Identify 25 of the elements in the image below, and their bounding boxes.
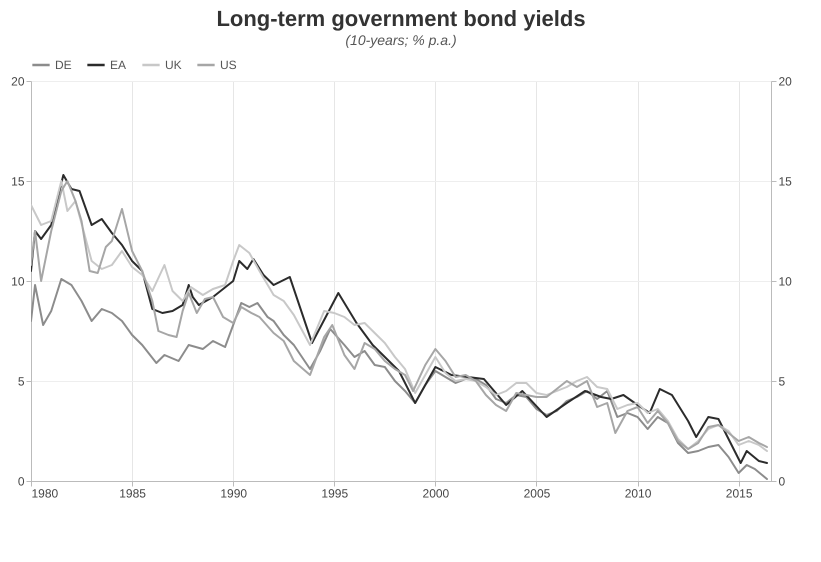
y2-tick-label: 20	[778, 74, 792, 88]
legend-label: DE	[55, 58, 72, 72]
y2-tick-label: 15	[778, 174, 792, 188]
x-tick-label: 2005	[524, 486, 551, 500]
chart-subtitle: (10-years; % p.a.)	[345, 32, 457, 48]
y-tick-label: 15	[11, 174, 25, 188]
x-tick-label: 1985	[119, 486, 146, 500]
x-tick-label: 1995	[321, 486, 348, 500]
y2-tick-label: 0	[778, 474, 786, 488]
x-tick-label: 1980	[32, 486, 59, 500]
x-tick-label: 1990	[220, 486, 248, 500]
chart-title: Long-term government bond yields	[216, 6, 586, 31]
legend-label: UK	[165, 58, 182, 72]
y2-tick-label: 10	[778, 274, 792, 288]
y-tick-label: 20	[11, 74, 25, 88]
legend-label: EA	[110, 58, 126, 72]
y-tick-label: 0	[18, 474, 25, 488]
line-series	[31, 278, 768, 480]
y-tick-label: 10	[11, 274, 25, 288]
x-tick-label: 2010	[624, 486, 652, 500]
x-tick-label: 2000	[422, 486, 450, 500]
y2-tick-label: 5	[778, 374, 786, 388]
x-tick-label: 2015	[726, 486, 753, 500]
legend-label: US	[220, 58, 237, 72]
y-tick-label: 5	[18, 374, 25, 388]
